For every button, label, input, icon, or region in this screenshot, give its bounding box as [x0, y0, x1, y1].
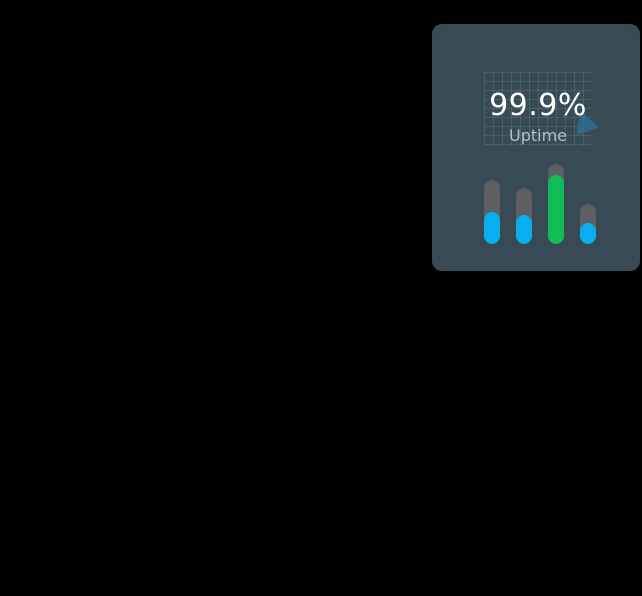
uptime-label: Uptime	[508, 126, 567, 145]
bar-group	[432, 24, 640, 271]
bar-track-3	[548, 164, 564, 244]
bar-fill-1	[484, 212, 500, 244]
bar-fill-2	[516, 215, 532, 244]
grid-background-decoration	[484, 72, 592, 146]
bar-fill-4	[580, 223, 596, 244]
bar-fill-3	[548, 175, 564, 244]
bar-track-2	[516, 188, 532, 244]
bar-track-4	[580, 204, 596, 244]
uptime-value: 99.9%	[489, 88, 587, 123]
bar-track-1	[484, 180, 500, 244]
uptime-widget-card: 99.9% Uptime	[432, 24, 640, 271]
